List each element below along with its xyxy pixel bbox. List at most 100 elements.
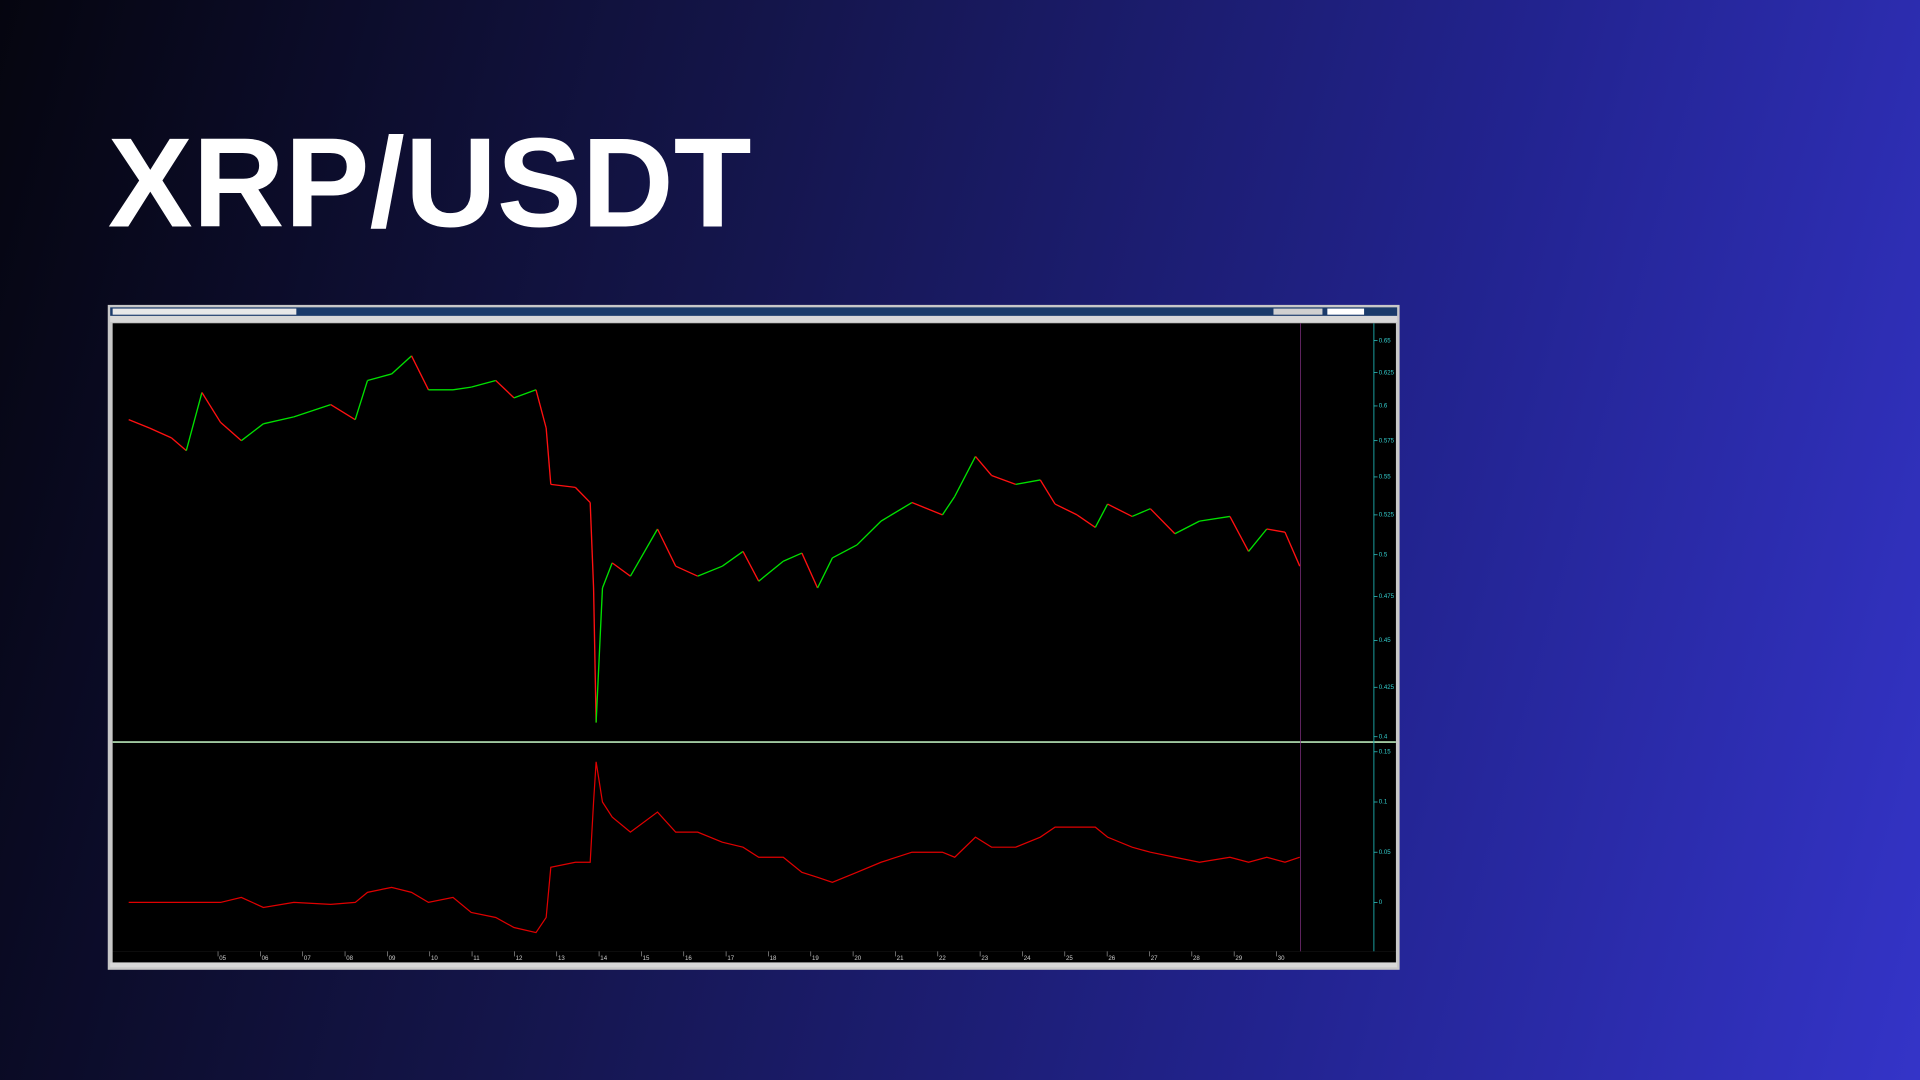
price-segment — [367, 373, 392, 382]
price-segment — [974, 455, 993, 476]
x-tick-label: 26 — [1108, 955, 1115, 962]
price-segment — [629, 528, 659, 577]
symbol-box — [112, 308, 297, 315]
price-segment — [471, 379, 496, 388]
x-tick-label: 24 — [1024, 955, 1031, 962]
time-axis-strip — [112, 951, 1396, 963]
y-tick-label: 0.475 — [1379, 593, 1395, 600]
x-tick-label: 07 — [304, 955, 311, 962]
price-segment — [697, 565, 723, 577]
x-tick-label: 30 — [1278, 955, 1285, 962]
x-tick-label: 20 — [854, 955, 861, 962]
y-tick-label: 0.65 — [1379, 337, 1391, 344]
price-segment — [391, 355, 412, 375]
price-segment — [1266, 528, 1286, 533]
x-tick-label: 27 — [1151, 955, 1158, 962]
price-segment — [758, 560, 784, 582]
x-tick-label: 25 — [1066, 955, 1073, 962]
price-segment — [656, 528, 677, 567]
price-segment — [240, 423, 264, 442]
x-tick-label: 13 — [558, 955, 565, 962]
y-tick-label: 0.55 — [1379, 474, 1391, 481]
price-segment — [220, 421, 242, 442]
x-tick-label: 10 — [431, 955, 438, 962]
y-tick-label: 0.1 — [1379, 799, 1388, 806]
y-tick-label: 0.525 — [1379, 511, 1395, 518]
x-tick-label: 12 — [516, 955, 523, 962]
price-segment — [721, 550, 744, 567]
price-segment — [495, 380, 515, 399]
price-segment — [574, 486, 591, 504]
status-bar — [110, 962, 1398, 968]
price-segment — [1015, 479, 1041, 486]
price-segment — [954, 456, 977, 497]
toolbar-buttons — [1273, 308, 1323, 315]
price-segment — [513, 389, 537, 399]
x-tick-label: 15 — [643, 955, 650, 962]
x-tick-label: 05 — [219, 955, 226, 962]
price-segment — [742, 551, 760, 582]
price-segment — [941, 496, 956, 516]
price-segment — [1199, 515, 1231, 522]
x-tick-label: 16 — [685, 955, 692, 962]
price-segment — [171, 437, 187, 452]
price-segment — [911, 501, 943, 516]
price-segment — [550, 483, 576, 489]
x-tick-label: 09 — [389, 955, 396, 962]
y-tick-label: 0.425 — [1379, 684, 1395, 691]
price-segment — [128, 419, 150, 429]
price-segment — [991, 474, 1016, 486]
price-segment — [601, 562, 613, 589]
price-segment — [1076, 514, 1096, 528]
x-tick-label: 08 — [346, 955, 353, 962]
price-segment — [545, 427, 552, 485]
price-segment — [832, 544, 858, 559]
y-tick-label: 0.45 — [1379, 637, 1391, 644]
price-segment — [1229, 516, 1250, 552]
price-segment — [1094, 503, 1109, 528]
price-segment — [535, 389, 547, 429]
toolbar-field — [1327, 308, 1365, 315]
price-segment — [675, 565, 699, 577]
price-segment — [856, 520, 882, 546]
price-segment — [880, 501, 913, 522]
y-tick-label: 0.575 — [1379, 437, 1395, 444]
x-tick-label: 06 — [262, 955, 269, 962]
price-segment — [1107, 503, 1133, 518]
price-segment — [801, 552, 819, 589]
price-segment — [1284, 531, 1301, 567]
price-segment — [611, 562, 631, 577]
toolbar — [110, 307, 1398, 316]
price-segment — [185, 392, 203, 451]
x-tick-label: 21 — [897, 955, 904, 962]
y-tick-label: 0.15 — [1379, 748, 1391, 755]
x-tick-label: 29 — [1235, 955, 1242, 962]
price-segment — [149, 427, 172, 439]
price-segment — [782, 552, 803, 562]
y-tick-label: 0 — [1379, 899, 1383, 906]
price-segment — [589, 502, 595, 589]
y-tick-label: 0.625 — [1379, 369, 1395, 376]
price-segment — [1054, 503, 1078, 516]
y-tick-label: 0.4 — [1379, 733, 1388, 740]
price-segment — [330, 404, 356, 421]
price-segment — [354, 380, 369, 420]
price-segment — [1149, 508, 1176, 535]
slide-title: XRP/USDT — [108, 112, 752, 254]
price-segment — [263, 416, 294, 425]
indicator-line — [128, 761, 1300, 934]
price-segment — [592, 587, 597, 723]
toolbar-row — [110, 315, 1398, 323]
x-tick-label: 19 — [812, 955, 819, 962]
price-segment — [410, 355, 430, 391]
price-segment — [1248, 528, 1268, 552]
x-tick-label: 17 — [727, 955, 734, 962]
x-tick-label: 14 — [600, 955, 607, 962]
price-segment — [452, 386, 472, 391]
x-tick-label: 23 — [981, 955, 988, 962]
price-segment — [1039, 479, 1056, 505]
y-tick-label: 0.5 — [1379, 551, 1388, 558]
chart-area — [112, 323, 1396, 952]
